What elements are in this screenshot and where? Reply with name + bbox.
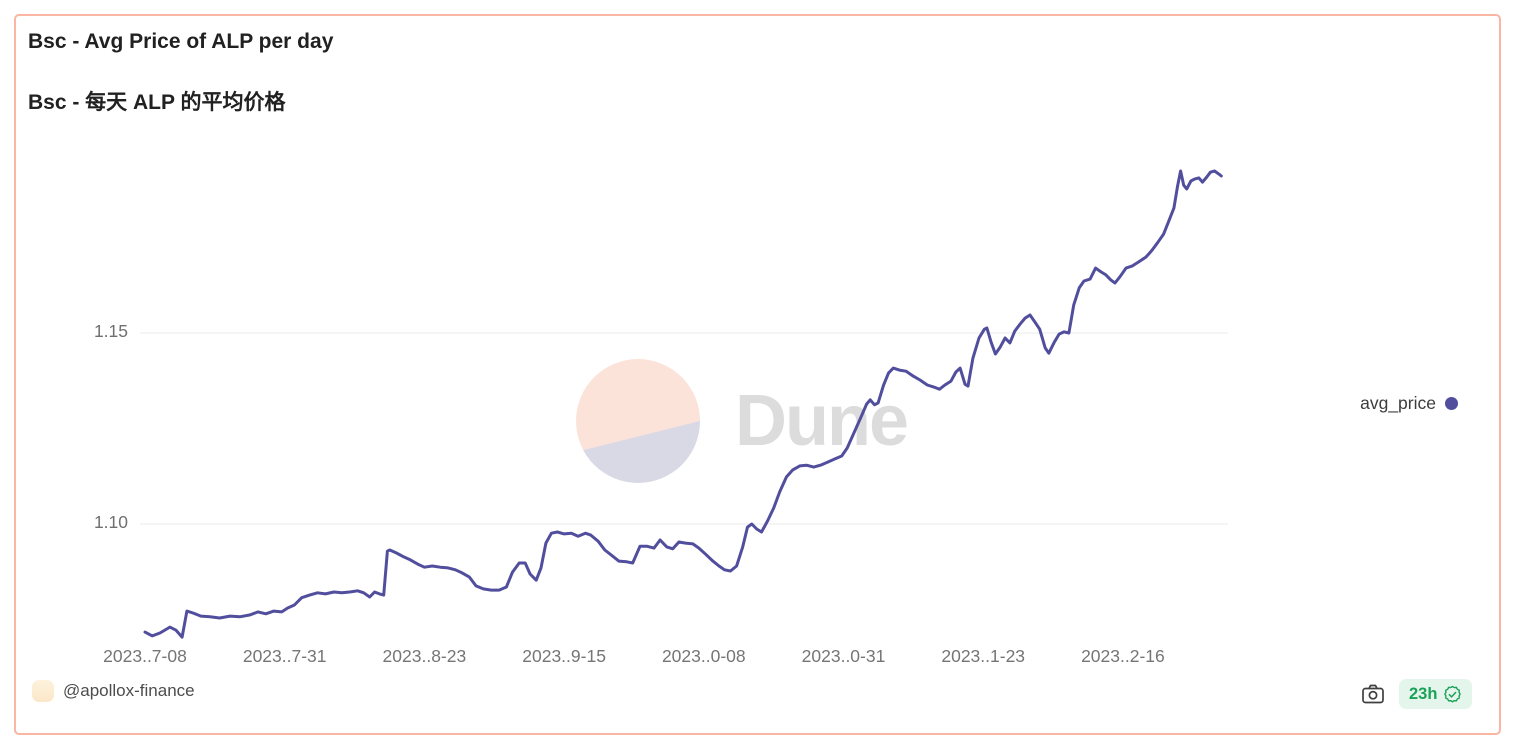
x-axis-tick-label: 2023..0-08	[661, 646, 746, 666]
dune-pie-logo-icon	[576, 359, 700, 483]
x-axis-tick-label: 2023..2-16	[1081, 646, 1165, 666]
x-axis-tick-label: 2023..1-23	[941, 646, 1026, 666]
chart-subtitle: Bsc - 每天 ALP 的平均价格	[28, 91, 286, 114]
chart-title: Bsc - Avg Price of ALP per day	[28, 30, 334, 53]
y-axis-tick-label: 1.10	[93, 512, 128, 532]
legend-item-avg-price[interactable]: avg_price	[1360, 393, 1458, 414]
x-axis-tick-label: 2023..7-31	[242, 646, 327, 666]
author-handle: @apollox-finance	[63, 681, 195, 700]
y-axis-tick-label: 1.15	[93, 321, 128, 341]
author-avatar	[32, 680, 54, 702]
legend-label: avg_price	[1360, 393, 1436, 413]
author-link[interactable]: @apollox-finance	[32, 680, 195, 702]
refresh-age-badge[interactable]: 23h	[1399, 679, 1473, 709]
screenshot-camera-button[interactable]	[1360, 682, 1386, 706]
x-axis-tick-label: 2023..9-15	[522, 646, 606, 666]
verified-seal-icon	[1444, 685, 1462, 702]
camera-icon	[1362, 684, 1384, 704]
legend-series-dot-icon	[1445, 397, 1458, 410]
card-border	[14, 14, 1501, 735]
x-axis-tick-label: 2023..7-08	[103, 646, 187, 666]
x-axis-tick-label: 2023..0-31	[801, 646, 886, 666]
dune-watermark-text: Dune	[735, 381, 909, 461]
refresh-age-text: 23h	[1409, 684, 1438, 703]
x-axis-tick-label: 2023..8-23	[382, 646, 467, 666]
